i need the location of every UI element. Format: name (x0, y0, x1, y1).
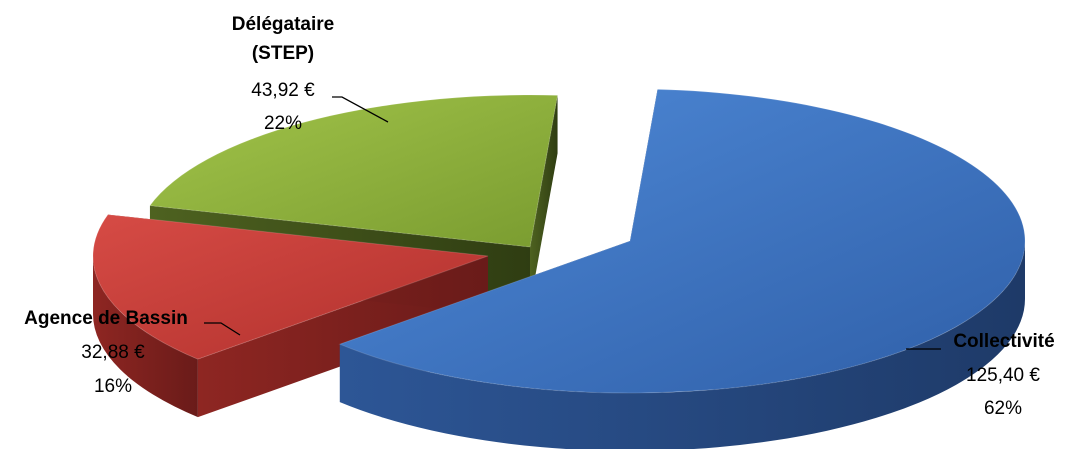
slice-value-label-2: 43,92 € (251, 80, 315, 101)
slice-name-label-0: Collectivité (953, 331, 1054, 352)
leader-line-1 (204, 322, 241, 336)
data-label-0: Collectivité 125,40 € 62% (906, 331, 1055, 419)
data-label-1: Agence de Bassin 32,88 € 16% (24, 308, 241, 397)
slice-percent-label-2: 22% (264, 113, 302, 134)
leader-line-2 (332, 96, 389, 123)
slice-percent-label-0: 62% (984, 398, 1022, 419)
slice-name-label-2-0: Délégataire (232, 14, 334, 35)
slice-value-label-0: 125,40 € (966, 365, 1040, 386)
slice-name-label-2-1: (STEP) (252, 43, 314, 64)
slice-percent-label-1: 16% (94, 376, 132, 397)
pie-slice-0 (338, 88, 1026, 449)
slice-value-label-1: 32,88 € (81, 342, 145, 363)
slice-name-label-1: Agence de Bassin (24, 308, 188, 329)
pie-slice-1 (92, 214, 489, 418)
data-label-2: Délégataire (STEP) 43,92 € 22% (232, 14, 389, 134)
